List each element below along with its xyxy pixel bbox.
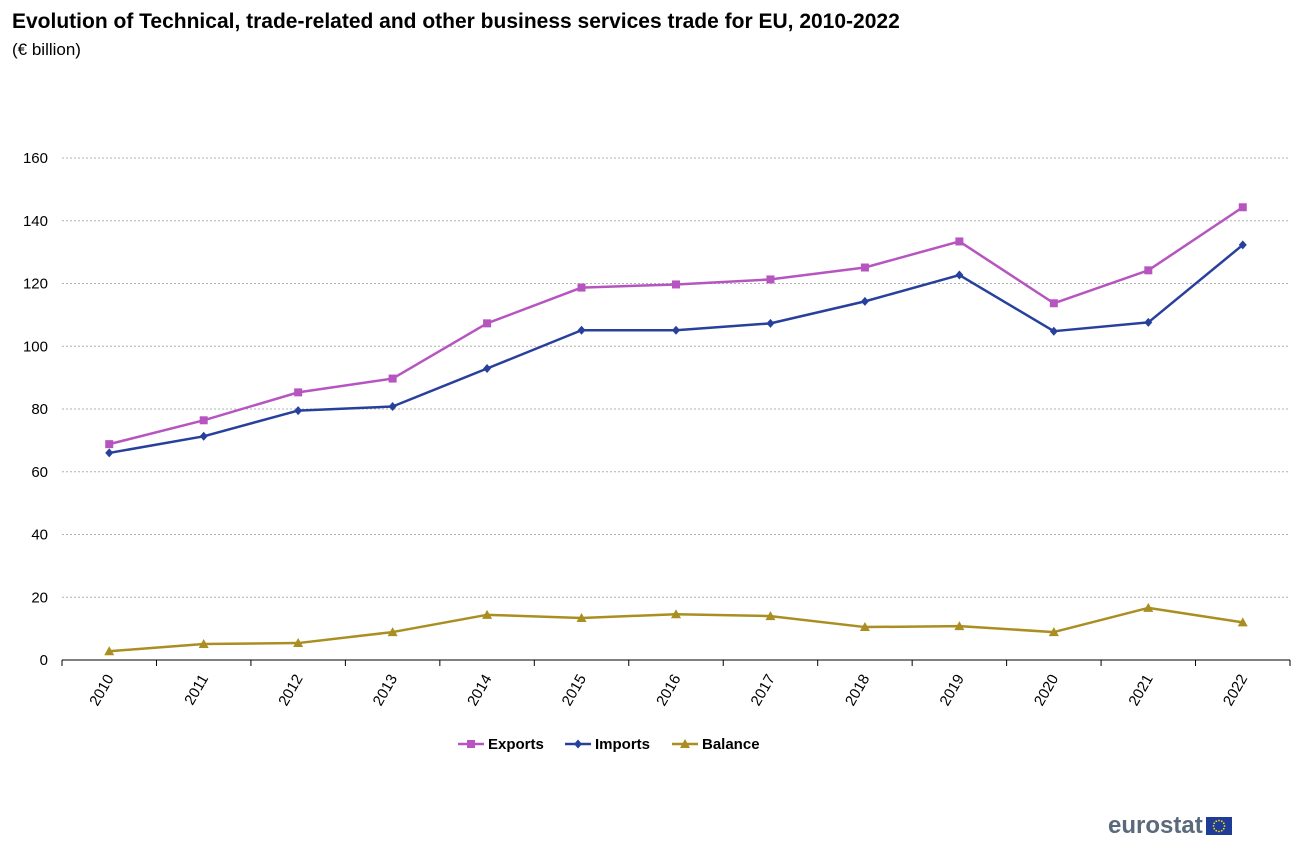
y-tick-label: 40 — [31, 527, 48, 544]
y-tick-label: 80 — [31, 401, 48, 418]
exports-point — [577, 283, 586, 292]
legend-item-balance: Balance — [672, 736, 760, 753]
eurostat-logo: eurostat — [1108, 812, 1232, 839]
x-tick-label: 2016 — [653, 672, 684, 709]
exports-point — [672, 280, 680, 289]
y-tick-label: 160 — [23, 150, 48, 167]
legend-marker-imports — [574, 739, 582, 749]
balance-point — [671, 609, 681, 619]
imports-point — [766, 318, 775, 328]
flag-star — [1223, 825, 1226, 827]
balance-point — [387, 627, 398, 637]
exports-point — [1049, 299, 1058, 308]
flag-star — [1212, 825, 1215, 827]
balance-point — [198, 638, 209, 648]
y-tick-label: 0 — [40, 652, 48, 669]
y-tick-label: 140 — [23, 213, 48, 230]
x-tick-label: 2015 — [559, 672, 590, 709]
flag-star — [1215, 820, 1217, 823]
legend-item-exports: Exports — [458, 736, 544, 753]
imports-point — [577, 325, 586, 335]
x-tick-label: 2011 — [181, 672, 212, 708]
x-tick-label: 2010 — [86, 672, 117, 709]
y-axis-ticks: 0 20 40 60 80 100 120 140 160 — [23, 150, 48, 669]
x-tick-label: 2022 — [1220, 672, 1251, 709]
exports-point — [483, 319, 492, 328]
balance-point — [104, 646, 115, 656]
series-imports — [105, 240, 1247, 458]
exports-point — [199, 416, 208, 425]
imports-point — [1238, 240, 1247, 250]
flag-star — [1220, 820, 1223, 823]
exports-point — [1144, 266, 1153, 275]
imports-point — [199, 431, 208, 441]
grid-lines — [62, 157, 1290, 598]
legend-label-balance: Balance — [702, 736, 760, 753]
x-tick-label: 2019 — [936, 672, 967, 709]
x-tick-label: 2020 — [1031, 672, 1062, 709]
balance-point — [859, 622, 870, 632]
series-group — [104, 203, 1248, 656]
y-tick-label: 60 — [31, 464, 48, 481]
x-tick-label: 2018 — [842, 672, 873, 709]
legend-marker-exports — [467, 740, 475, 748]
series-exports — [105, 203, 1247, 449]
exports-point — [294, 388, 303, 397]
flag-star — [1215, 829, 1217, 832]
balance-point — [576, 612, 587, 622]
x-axis: 2010 2011 2012 2013 2014 2015 2016 2017 2018 2019… — [61, 659, 1291, 709]
balance-point — [765, 611, 776, 621]
imports-point — [860, 296, 869, 306]
legend: Exports Imports Balance — [458, 736, 760, 753]
x-tick-label: 2014 — [464, 672, 495, 709]
y-tick-label: 20 — [31, 589, 48, 606]
imports-point — [388, 401, 397, 411]
eu-flag-icon — [1205, 817, 1232, 835]
x-tick-label: 2012 — [275, 672, 306, 709]
flag-star — [1222, 822, 1225, 825]
balance-point — [482, 609, 493, 619]
legend-item-imports: Imports — [565, 736, 650, 753]
balance-point — [1048, 627, 1059, 637]
exports-point — [860, 263, 869, 272]
exports-point — [1238, 203, 1247, 212]
chart-title: Evolution of Technical, trade-related an… — [12, 10, 900, 33]
y-tick-label: 120 — [23, 276, 48, 293]
balance-point — [293, 638, 304, 648]
legend-marker-balance — [680, 739, 690, 748]
imports-point — [672, 325, 680, 335]
exports-point — [105, 440, 114, 449]
flag-star — [1213, 822, 1215, 825]
logo-text: eurostat — [1108, 812, 1203, 839]
legend-label-imports: Imports — [595, 736, 650, 753]
chart-subtitle: (€ billion) — [12, 40, 81, 59]
series-balance — [104, 602, 1248, 656]
exports-point — [955, 237, 964, 246]
y-tick-label: 100 — [23, 338, 48, 355]
imports-line — [109, 243, 1244, 455]
flag-star — [1217, 830, 1220, 833]
balance-point — [1237, 617, 1248, 627]
flag-star — [1220, 829, 1223, 832]
legend-label-exports: Exports — [488, 736, 544, 753]
flag-star — [1222, 827, 1225, 830]
x-tick-label: 2013 — [370, 672, 401, 709]
exports-point — [388, 374, 397, 383]
x-tick-label: 2021 — [1125, 672, 1156, 709]
imports-point — [955, 270, 964, 280]
balance-point — [1143, 602, 1154, 612]
flag-star — [1213, 827, 1215, 830]
imports-point — [483, 364, 492, 374]
balance-point — [954, 621, 965, 631]
imports-point — [1144, 317, 1153, 327]
exports-point — [766, 275, 775, 284]
x-tick-label: 2017 — [748, 672, 779, 709]
imports-point — [105, 448, 114, 458]
imports-point — [294, 406, 303, 416]
flag-star — [1217, 819, 1220, 822]
imports-point — [1049, 326, 1058, 336]
